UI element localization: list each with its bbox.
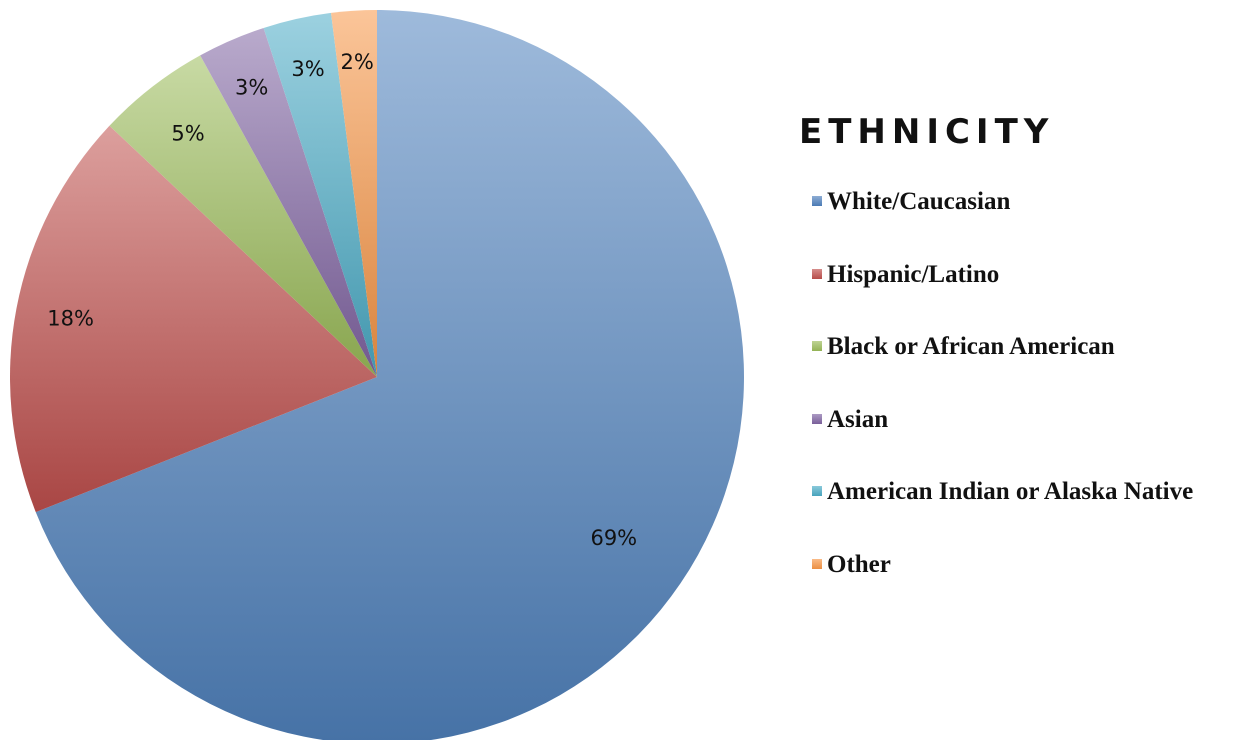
data-label-asian: 3% (235, 75, 268, 99)
legend-label: Other (827, 550, 891, 578)
data-label-other: 2% (341, 50, 374, 74)
pie-slice-white-caucasian (35, 10, 744, 740)
pie-slices (9, 9, 744, 740)
data-label-american-indian-alaska-native: 3% (291, 57, 324, 81)
legend-swatch (812, 558, 822, 569)
pie-slice-american-indian-alaska-native (263, 12, 377, 377)
legend-title: ETHNICITY (799, 112, 1055, 152)
pie-slice-hispanic-latino (9, 125, 377, 513)
legend-label: Asian (827, 405, 889, 433)
legend-label: Black or African American (827, 333, 1115, 360)
data-label-black-african-american: 5% (171, 121, 204, 145)
pie-slice-other (331, 9, 377, 377)
pie-slice-asian (200, 27, 377, 378)
legend-swatch (812, 268, 822, 279)
legend-swatch (812, 196, 822, 206)
pie-data-labels: 69% 18% 5% 3% 3% 2% (47, 50, 637, 550)
legend-swatch (812, 486, 822, 496)
legend-label: White/Caucasian (827, 188, 1011, 215)
legend-label: American Indian or Alaska Native (827, 478, 1194, 505)
pie-slice-black-african-american (109, 55, 377, 378)
legend-swatch (812, 341, 822, 351)
legend-label: Hispanic/Latino (827, 260, 1000, 288)
data-label-hispanic-latino: 18% (47, 307, 94, 331)
data-label-white-caucasian: 69% (590, 526, 637, 550)
legend-swatch (812, 413, 822, 424)
